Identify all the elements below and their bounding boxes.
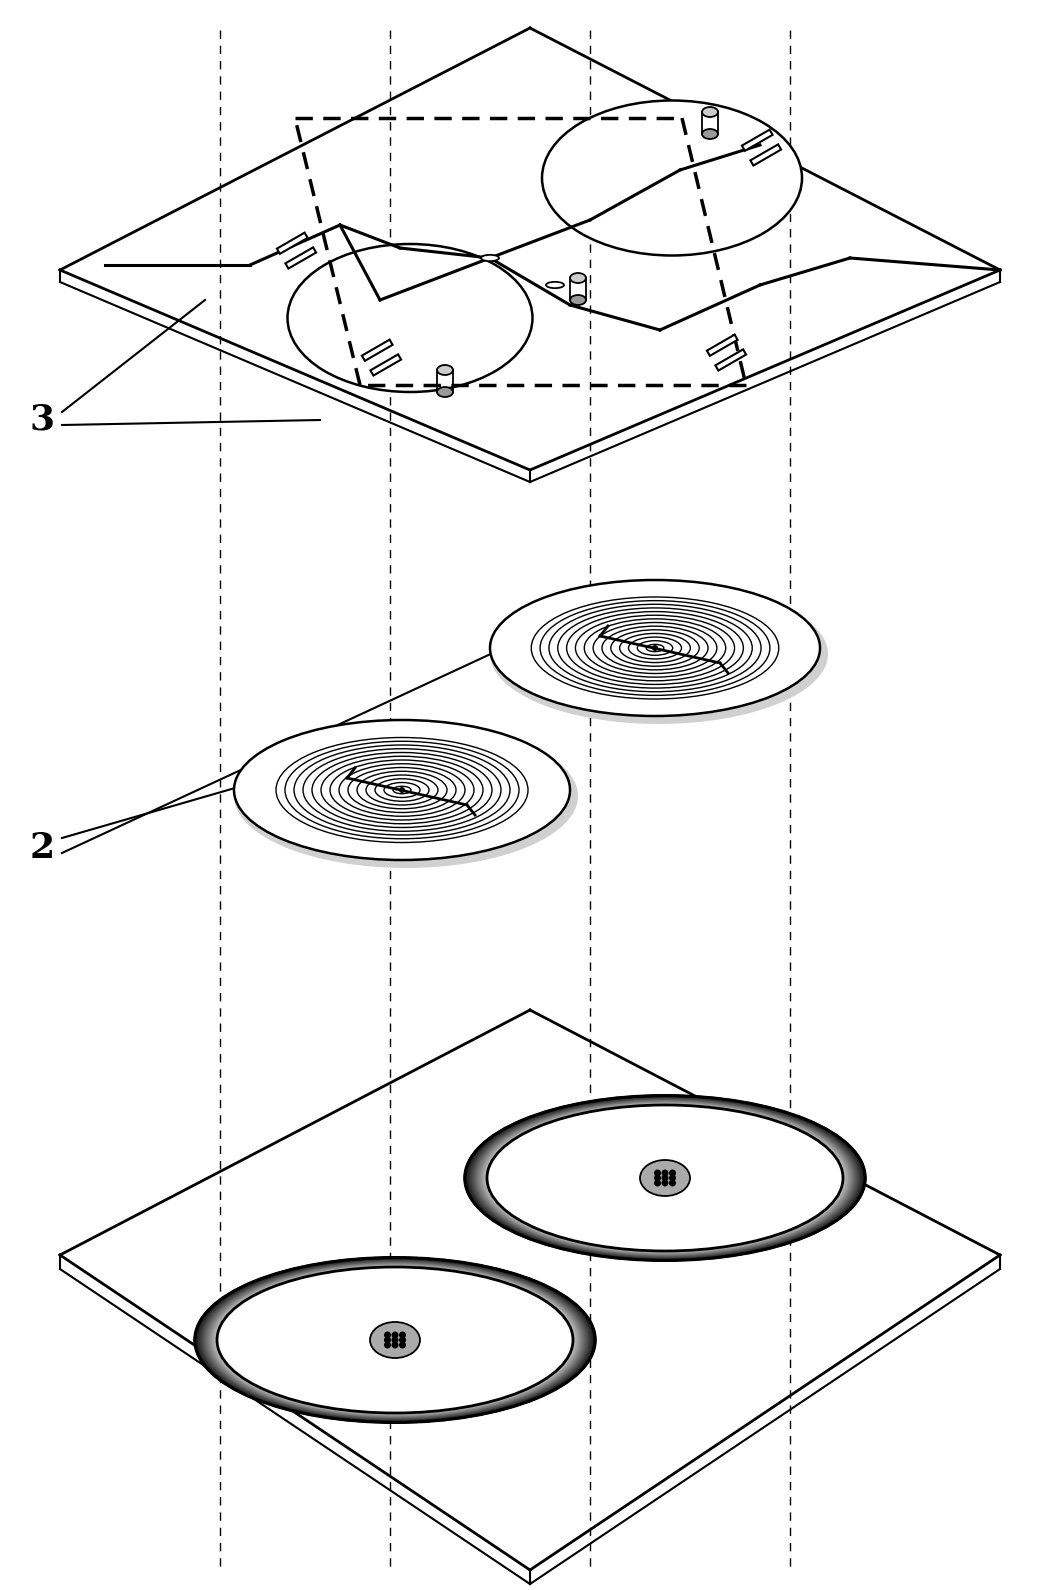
Ellipse shape — [546, 281, 564, 288]
Circle shape — [669, 1180, 676, 1186]
Ellipse shape — [480, 1102, 850, 1255]
Ellipse shape — [465, 1096, 865, 1261]
Ellipse shape — [208, 1262, 582, 1417]
Ellipse shape — [471, 1099, 859, 1258]
Ellipse shape — [475, 1100, 855, 1256]
Ellipse shape — [207, 1262, 583, 1417]
Ellipse shape — [198, 1259, 591, 1421]
Ellipse shape — [570, 296, 586, 305]
Polygon shape — [277, 232, 307, 254]
Circle shape — [661, 1175, 669, 1181]
Circle shape — [399, 1337, 406, 1344]
Ellipse shape — [485, 1103, 845, 1251]
Ellipse shape — [702, 129, 718, 138]
Circle shape — [399, 1331, 406, 1339]
Circle shape — [654, 1180, 661, 1186]
Ellipse shape — [474, 1100, 856, 1256]
Circle shape — [661, 1170, 669, 1177]
Circle shape — [669, 1175, 676, 1181]
Ellipse shape — [484, 1103, 846, 1253]
Ellipse shape — [702, 107, 718, 118]
Ellipse shape — [481, 254, 499, 261]
Ellipse shape — [479, 1102, 851, 1255]
Ellipse shape — [483, 1103, 847, 1253]
Ellipse shape — [640, 1161, 690, 1196]
Circle shape — [669, 1170, 676, 1177]
Ellipse shape — [487, 1105, 843, 1251]
Ellipse shape — [216, 1267, 575, 1414]
Ellipse shape — [470, 1097, 860, 1258]
Ellipse shape — [206, 1262, 584, 1418]
Ellipse shape — [213, 1266, 577, 1415]
Circle shape — [399, 1342, 406, 1348]
Ellipse shape — [370, 1321, 420, 1358]
Ellipse shape — [214, 1266, 576, 1414]
Ellipse shape — [200, 1259, 590, 1420]
Ellipse shape — [234, 720, 570, 860]
Polygon shape — [742, 130, 773, 151]
Ellipse shape — [473, 1099, 856, 1256]
Ellipse shape — [234, 723, 578, 868]
Ellipse shape — [202, 1261, 588, 1420]
Ellipse shape — [211, 1264, 579, 1415]
Ellipse shape — [197, 1259, 593, 1421]
Text: 2: 2 — [30, 832, 54, 865]
Ellipse shape — [466, 1096, 864, 1259]
Ellipse shape — [210, 1264, 580, 1417]
Circle shape — [391, 1331, 399, 1339]
Ellipse shape — [476, 1100, 854, 1256]
Ellipse shape — [542, 100, 802, 256]
Ellipse shape — [205, 1262, 585, 1418]
Circle shape — [661, 1180, 669, 1186]
Ellipse shape — [195, 1258, 595, 1421]
Polygon shape — [361, 340, 392, 361]
Ellipse shape — [469, 1097, 862, 1259]
Text: 3: 3 — [30, 402, 54, 437]
Ellipse shape — [478, 1102, 852, 1255]
Ellipse shape — [209, 1264, 581, 1417]
Circle shape — [654, 1170, 661, 1177]
Ellipse shape — [204, 1261, 587, 1418]
Ellipse shape — [199, 1259, 591, 1420]
Ellipse shape — [490, 584, 828, 723]
Ellipse shape — [215, 1266, 575, 1414]
Ellipse shape — [201, 1261, 589, 1420]
Ellipse shape — [472, 1099, 858, 1258]
Ellipse shape — [195, 1258, 595, 1421]
Circle shape — [399, 787, 405, 793]
Ellipse shape — [482, 1103, 848, 1253]
Ellipse shape — [204, 1261, 586, 1418]
Circle shape — [384, 1337, 391, 1344]
Ellipse shape — [437, 386, 453, 398]
Ellipse shape — [477, 1100, 853, 1255]
Circle shape — [391, 1342, 399, 1348]
Ellipse shape — [437, 366, 453, 375]
Polygon shape — [716, 350, 746, 370]
Ellipse shape — [465, 1096, 865, 1261]
Ellipse shape — [570, 273, 586, 283]
Polygon shape — [707, 334, 738, 356]
Circle shape — [654, 1175, 661, 1181]
Ellipse shape — [469, 1097, 861, 1259]
Ellipse shape — [467, 1097, 863, 1259]
Circle shape — [391, 1337, 399, 1344]
Circle shape — [384, 1331, 391, 1339]
Circle shape — [652, 646, 658, 650]
Ellipse shape — [212, 1266, 578, 1415]
Ellipse shape — [485, 1105, 844, 1251]
Ellipse shape — [287, 243, 532, 393]
Polygon shape — [750, 145, 781, 165]
Polygon shape — [370, 355, 401, 375]
Ellipse shape — [196, 1258, 594, 1421]
Ellipse shape — [481, 1102, 849, 1253]
Ellipse shape — [490, 580, 820, 716]
Ellipse shape — [217, 1267, 573, 1414]
Polygon shape — [285, 248, 316, 269]
Circle shape — [384, 1342, 391, 1348]
